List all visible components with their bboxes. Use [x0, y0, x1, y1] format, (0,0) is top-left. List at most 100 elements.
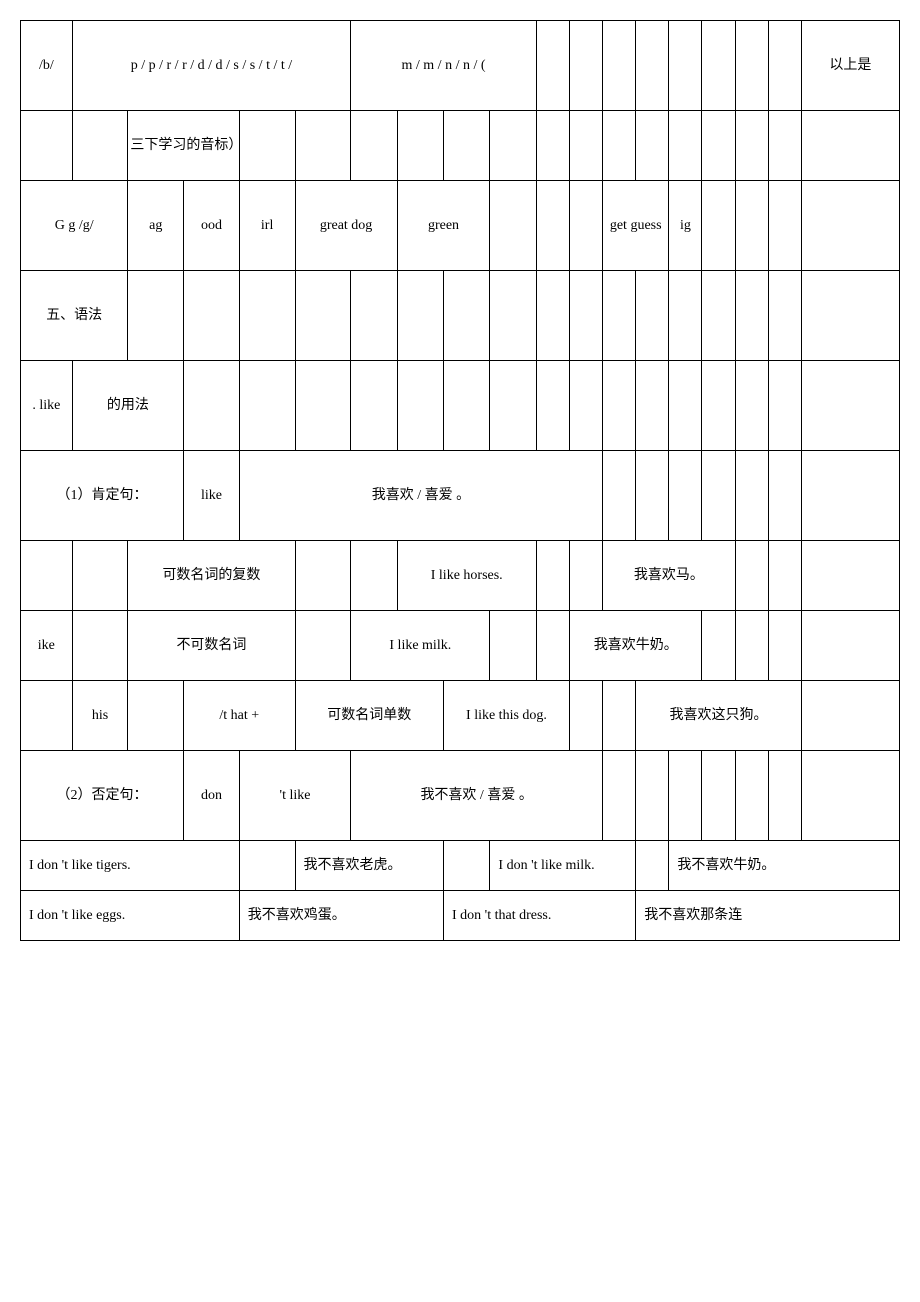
cell	[768, 181, 801, 271]
cell: I don 't like tigers.	[21, 841, 240, 891]
cell: 我喜欢马。	[603, 541, 736, 611]
cell	[669, 751, 702, 841]
cell	[603, 451, 636, 541]
cell	[536, 361, 569, 451]
cell	[295, 541, 351, 611]
cell	[603, 361, 636, 451]
cell: 我喜欢这只狗。	[636, 681, 802, 751]
cell	[636, 361, 669, 451]
cell	[490, 111, 536, 181]
cell	[603, 111, 636, 181]
cell	[239, 271, 295, 361]
cell: ig	[669, 181, 702, 271]
cell	[669, 271, 702, 361]
cell	[569, 681, 602, 751]
cell	[768, 451, 801, 541]
cell: ag	[128, 181, 184, 271]
cell: m / m / n / n / (	[351, 21, 537, 111]
cell	[351, 111, 397, 181]
cell: I don 't like eggs.	[21, 891, 240, 941]
cell: ood	[184, 181, 240, 271]
cell	[536, 21, 569, 111]
cell	[351, 541, 397, 611]
cell	[801, 451, 899, 541]
cell	[72, 111, 128, 181]
cell	[239, 841, 295, 891]
cell	[735, 451, 768, 541]
cell	[490, 361, 536, 451]
cell: 可数名词单数	[295, 681, 444, 751]
cell	[295, 271, 351, 361]
cell	[768, 751, 801, 841]
cell	[569, 361, 602, 451]
cell: I don 't that dress.	[444, 891, 636, 941]
cell	[801, 111, 899, 181]
cell	[569, 271, 602, 361]
cell	[636, 271, 669, 361]
cell: 我不喜欢鸡蛋。	[239, 891, 443, 941]
cell: 不可数名词	[128, 611, 295, 681]
cell	[239, 361, 295, 451]
cell	[768, 541, 801, 611]
cell	[444, 841, 490, 891]
cell	[128, 681, 184, 751]
cell	[128, 271, 184, 361]
cell	[21, 681, 73, 751]
cell: his	[72, 681, 128, 751]
cell	[397, 111, 443, 181]
cell	[569, 21, 602, 111]
cell: 我不喜欢牛奶。	[669, 841, 900, 891]
cell	[801, 271, 899, 361]
cell: p / p / r / r / d / d / s / s / t / t /	[72, 21, 351, 111]
cell: 't like	[239, 751, 350, 841]
cell	[21, 541, 73, 611]
cell	[702, 751, 735, 841]
cell	[444, 271, 490, 361]
cell	[735, 541, 768, 611]
cell	[735, 751, 768, 841]
cell	[702, 21, 735, 111]
cell	[735, 611, 768, 681]
cell	[295, 111, 351, 181]
cell: /t hat +	[184, 681, 295, 751]
cell	[536, 541, 569, 611]
cell	[490, 181, 536, 271]
cell	[569, 181, 602, 271]
cell	[536, 111, 569, 181]
cell: green	[397, 181, 490, 271]
cell: I like this dog.	[444, 681, 570, 751]
cell: 可数名词的复数	[128, 541, 295, 611]
cell	[536, 181, 569, 271]
cell	[735, 111, 768, 181]
cell: 我喜欢 / 喜爱 。	[239, 451, 602, 541]
cell	[184, 361, 240, 451]
cell	[536, 611, 569, 681]
cell	[702, 611, 735, 681]
cell	[239, 111, 295, 181]
cell: 三下学习的音标）	[128, 111, 239, 181]
cell	[801, 541, 899, 611]
cell: （2）否定句：	[21, 751, 184, 841]
cell: 我不喜欢 / 喜爱 。	[351, 751, 603, 841]
cell	[72, 541, 128, 611]
cell: I like milk.	[351, 611, 490, 681]
cell	[569, 111, 602, 181]
cell	[702, 451, 735, 541]
cell: like	[184, 451, 240, 541]
cell	[702, 361, 735, 451]
cell	[735, 271, 768, 361]
cell: G g /g/	[21, 181, 128, 271]
cell: I don 't like milk.	[490, 841, 636, 891]
cell	[735, 181, 768, 271]
cell: /b/	[21, 21, 73, 111]
cell	[768, 271, 801, 361]
cell: 我喜欢牛奶。	[569, 611, 702, 681]
cell	[569, 541, 602, 611]
cell	[636, 841, 669, 891]
cell	[636, 451, 669, 541]
cell	[801, 751, 899, 841]
cell	[351, 271, 397, 361]
cell	[444, 361, 490, 451]
cell	[768, 611, 801, 681]
cell	[351, 361, 397, 451]
